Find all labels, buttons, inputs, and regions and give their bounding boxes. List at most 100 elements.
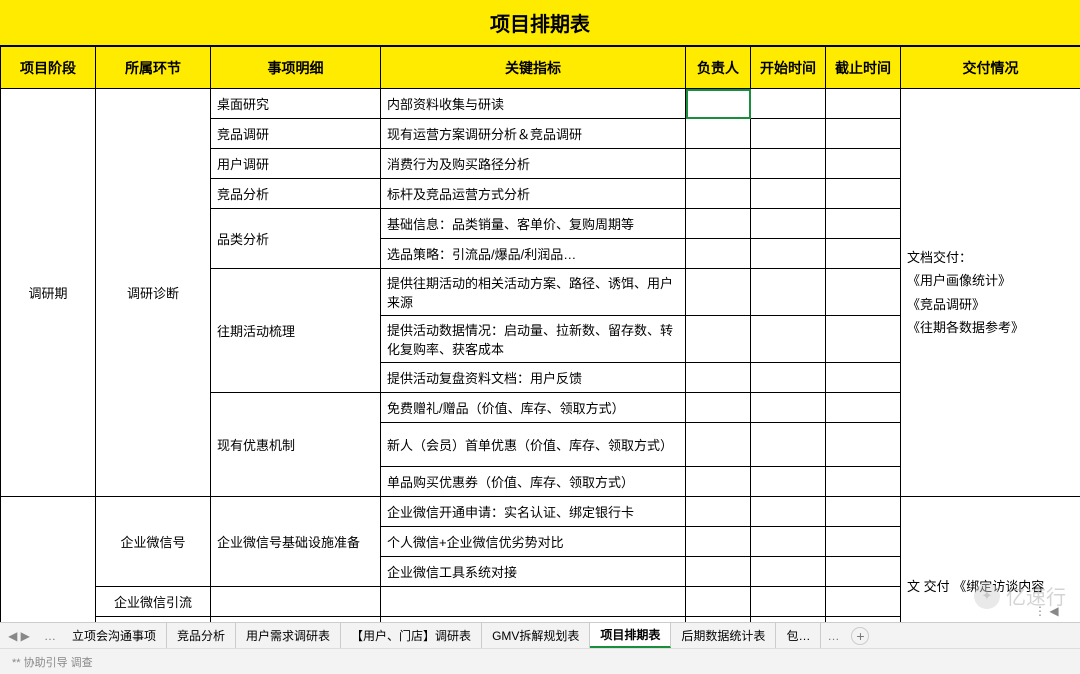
table-row[interactable]: 企业微信号 企业微信号基础设施准备 企业微信开通申请：实名认证、绑定银行卡 文 … bbox=[1, 497, 1080, 527]
cell[interactable] bbox=[751, 239, 826, 269]
cell-metric[interactable]: 免费赠礼/赠品（价值、库存、领取方式） bbox=[381, 393, 686, 423]
cell[interactable] bbox=[751, 209, 826, 239]
th-detail: 事项明细 bbox=[211, 47, 381, 89]
cell[interactable] bbox=[751, 557, 826, 587]
cell-detail[interactable]: 桌面研究 bbox=[211, 89, 381, 119]
cell[interactable] bbox=[751, 527, 826, 557]
cell[interactable] bbox=[751, 149, 826, 179]
cell-metric[interactable]: 消费行为及购买路径分析 bbox=[381, 149, 686, 179]
cell[interactable] bbox=[826, 423, 901, 467]
cell[interactable] bbox=[686, 149, 751, 179]
cell-metric[interactable]: 现有运营方案调研分析＆竞品调研 bbox=[381, 119, 686, 149]
sheet-tab[interactable]: 后期数据统计表 bbox=[671, 623, 776, 648]
table-row[interactable]: 调研期 调研诊断 桌面研究 内部资料收集与研读 文档交付：《用户画像统计》《竞品… bbox=[1, 89, 1080, 119]
cell-metric[interactable]: 个人微信+企业微信优劣势对比 bbox=[381, 527, 686, 557]
cell-metric[interactable]: 企业微信工具系统对接 bbox=[381, 557, 686, 587]
cell[interactable] bbox=[751, 316, 826, 363]
cell[interactable] bbox=[686, 557, 751, 587]
cell-detail[interactable]: 品类分析 bbox=[211, 209, 381, 269]
cell[interactable] bbox=[826, 557, 901, 587]
sheet-tab[interactable]: 【用户、门店】调研表 bbox=[341, 623, 482, 648]
schedule-table[interactable]: 项目阶段 所属环节 事项明细 关键指标 负责人 开始时间 截止时间 交付情况 调… bbox=[0, 46, 1080, 648]
sheet-tab[interactable]: 立项会沟通事项 bbox=[62, 623, 167, 648]
cell-detail[interactable]: 现有优惠机制 bbox=[211, 393, 381, 497]
cell[interactable] bbox=[686, 527, 751, 557]
cell[interactable] bbox=[751, 89, 826, 119]
th-deliv: 交付情况 bbox=[901, 47, 1080, 89]
cell[interactable] bbox=[751, 587, 826, 617]
cell-metric[interactable]: 内部资料收集与研读 bbox=[381, 89, 686, 119]
cell[interactable] bbox=[751, 467, 826, 497]
cell[interactable] bbox=[826, 179, 901, 209]
th-metric: 关键指标 bbox=[381, 47, 686, 89]
cell[interactable] bbox=[826, 269, 901, 316]
cell[interactable] bbox=[751, 423, 826, 467]
cell-metric[interactable]: 提供活动复盘资料文档：用户反馈 bbox=[381, 363, 686, 393]
cell[interactable] bbox=[826, 393, 901, 423]
cell-detail[interactable]: 用户调研 bbox=[211, 149, 381, 179]
cell-metric[interactable]: 标杆及竞品运营方式分析 bbox=[381, 179, 686, 209]
cell[interactable] bbox=[826, 497, 901, 527]
cell[interactable] bbox=[686, 393, 751, 423]
cell[interactable] bbox=[751, 363, 826, 393]
cell[interactable] bbox=[751, 119, 826, 149]
cell[interactable] bbox=[826, 119, 901, 149]
cell[interactable] bbox=[686, 209, 751, 239]
cell[interactable] bbox=[686, 269, 751, 316]
cell[interactable] bbox=[826, 316, 901, 363]
cell[interactable] bbox=[751, 393, 826, 423]
cell[interactable] bbox=[686, 497, 751, 527]
cell-detail[interactable]: 企业微信号基础设施准备 bbox=[211, 497, 381, 587]
cell[interactable] bbox=[686, 239, 751, 269]
sheet-tab[interactable]: 包… bbox=[776, 623, 821, 648]
cell-metric[interactable]: 新人（会员）首单优惠（价值、库存、领取方式） bbox=[381, 423, 686, 467]
sheet-tab[interactable]: 用户需求调研表 bbox=[236, 623, 341, 648]
cell[interactable] bbox=[826, 239, 901, 269]
cell[interactable] bbox=[686, 179, 751, 209]
cell-metric[interactable]: 基础信息：品类销量、客单价、复购周期等 bbox=[381, 209, 686, 239]
tab-overflow-left[interactable]: … bbox=[38, 623, 62, 648]
cell[interactable] bbox=[686, 119, 751, 149]
sheet-tab-active[interactable]: 项目排期表 bbox=[590, 623, 671, 648]
cell-phase[interactable]: 调研诊断 bbox=[96, 89, 211, 497]
sheet-tabs-bar[interactable]: ◀ ▶ … 立项会沟通事项 竞品分析 用户需求调研表 【用户、门店】调研表 GM… bbox=[0, 622, 1080, 648]
cell[interactable] bbox=[826, 527, 901, 557]
cell[interactable] bbox=[826, 149, 901, 179]
cell[interactable] bbox=[826, 467, 901, 497]
cell[interactable] bbox=[686, 363, 751, 393]
cell-metric[interactable]: 单品购买优惠券（价值、库存、领取方式） bbox=[381, 467, 686, 497]
add-sheet-button[interactable]: + bbox=[851, 627, 869, 645]
cell-metric[interactable]: 选品策略：引流品/爆品/利润品… bbox=[381, 239, 686, 269]
cell-detail[interactable]: 竞品分析 bbox=[211, 179, 381, 209]
sheet-tab[interactable]: 竞品分析 bbox=[167, 623, 236, 648]
cell-metric[interactable]: 提供往期活动的相关活动方案、路径、诱饵、用户来源 bbox=[381, 269, 686, 316]
cell-phase[interactable]: 企业微信号 bbox=[96, 497, 211, 587]
cell[interactable] bbox=[826, 363, 901, 393]
cell[interactable] bbox=[751, 269, 826, 316]
status-text: ** 协助引导 调查 bbox=[12, 654, 93, 670]
tab-overflow-right[interactable]: … bbox=[821, 623, 845, 648]
cell-phase[interactable]: 企业微信引流 bbox=[96, 587, 211, 617]
selected-cell[interactable] bbox=[686, 89, 751, 119]
cell-detail[interactable]: 竞品调研 bbox=[211, 119, 381, 149]
cell[interactable] bbox=[826, 89, 901, 119]
tab-nav-arrows[interactable]: ◀ ▶ bbox=[0, 623, 38, 648]
cell[interactable] bbox=[686, 587, 751, 617]
cell-metric[interactable] bbox=[381, 587, 686, 617]
th-stage: 项目阶段 bbox=[1, 47, 96, 89]
cell-metric[interactable]: 提供活动数据情况：启动量、拉新数、留存数、转化复购率、获客成本 bbox=[381, 316, 686, 363]
cell[interactable] bbox=[751, 179, 826, 209]
cell-detail[interactable]: 往期活动梳理 bbox=[211, 269, 381, 393]
cell[interactable] bbox=[826, 587, 901, 617]
cell-detail[interactable] bbox=[211, 587, 381, 617]
sheet-tab[interactable]: GMV拆解规划表 bbox=[482, 623, 590, 648]
cell[interactable] bbox=[686, 316, 751, 363]
hscroll-indicator[interactable]: ⋮ ◀ bbox=[1034, 600, 1074, 622]
cell[interactable] bbox=[826, 209, 901, 239]
cell[interactable] bbox=[751, 497, 826, 527]
cell[interactable] bbox=[686, 423, 751, 467]
cell[interactable] bbox=[686, 467, 751, 497]
cell-deliverable[interactable]: 文档交付：《用户画像统计》《竞品调研》《往期各数据参考》 bbox=[901, 89, 1080, 497]
cell-stage[interactable]: 调研期 bbox=[1, 89, 96, 497]
cell-metric[interactable]: 企业微信开通申请：实名认证、绑定银行卡 bbox=[381, 497, 686, 527]
